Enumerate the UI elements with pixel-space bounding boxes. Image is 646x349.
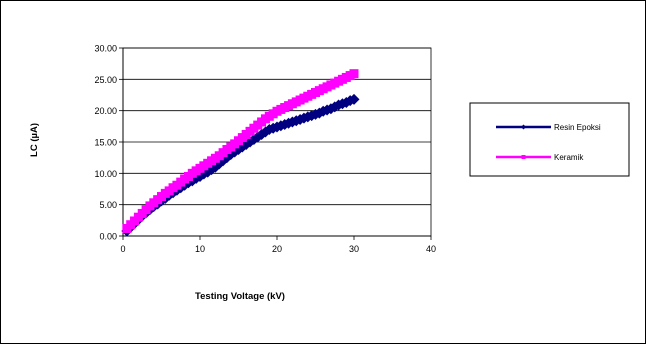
legend-marker-keramik (521, 155, 526, 159)
y-tick-label: 10.00 (94, 169, 117, 179)
legend-marker-resin-epoksi (521, 124, 526, 130)
x-tick-label: 40 (426, 244, 436, 254)
x-tick-label: 0 (120, 244, 125, 254)
y-tick-label: 5.00 (99, 200, 117, 210)
legend-entry-keramik: Keramik (496, 153, 584, 162)
x-tick-label: 20 (272, 244, 282, 254)
y-tick-label: 30.00 (94, 44, 117, 54)
y-tick-label: 20.00 (94, 106, 117, 116)
legend-label-keramik: Keramik (554, 153, 584, 162)
y-tick-label: 25.00 (94, 75, 117, 85)
y-tick-label: 0.00 (99, 232, 117, 242)
x-tick-label: 30 (349, 244, 359, 254)
legend-box (469, 102, 630, 177)
y-axis-label: LC (µA) (29, 123, 40, 157)
x-axis-label: Testing Voltage (kV) (195, 291, 285, 302)
legend-label-resin-epoksi: Resin Epoksi (554, 123, 601, 132)
x-tick-label: 10 (195, 244, 205, 254)
data-point-resin-epoksi (348, 93, 360, 105)
legend: Resin Epoksi Keramik (469, 102, 630, 177)
plot-area: 0.00 5.00 10.00 15.00 20.00 25.00 30.00 0 10 20 30… (94, 44, 436, 255)
y-tick-label: 15.00 (94, 138, 117, 148)
legend-entry-resin-epoksi: Resin Epoksi (496, 123, 601, 132)
data-point-resin-epoksi (259, 126, 271, 138)
data-point-keramik (349, 69, 359, 79)
